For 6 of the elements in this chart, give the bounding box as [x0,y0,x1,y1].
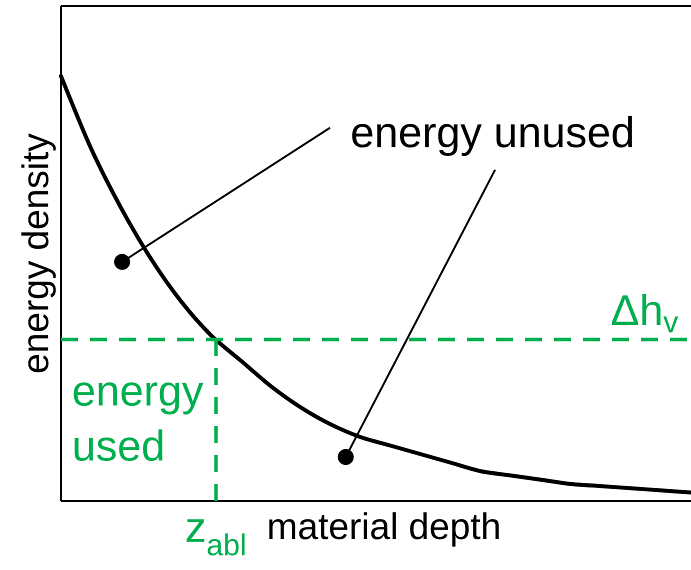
annotation: energy used [74,382,204,461]
annotation: energy unused [352,116,632,156]
text: z$_{abl}$ [186,519,245,556]
y-axis-title: energy density [21,133,56,372]
x-axis-title: material depth [269,512,499,547]
ref-line-label: Δh$_{v}$ [612,294,678,332]
